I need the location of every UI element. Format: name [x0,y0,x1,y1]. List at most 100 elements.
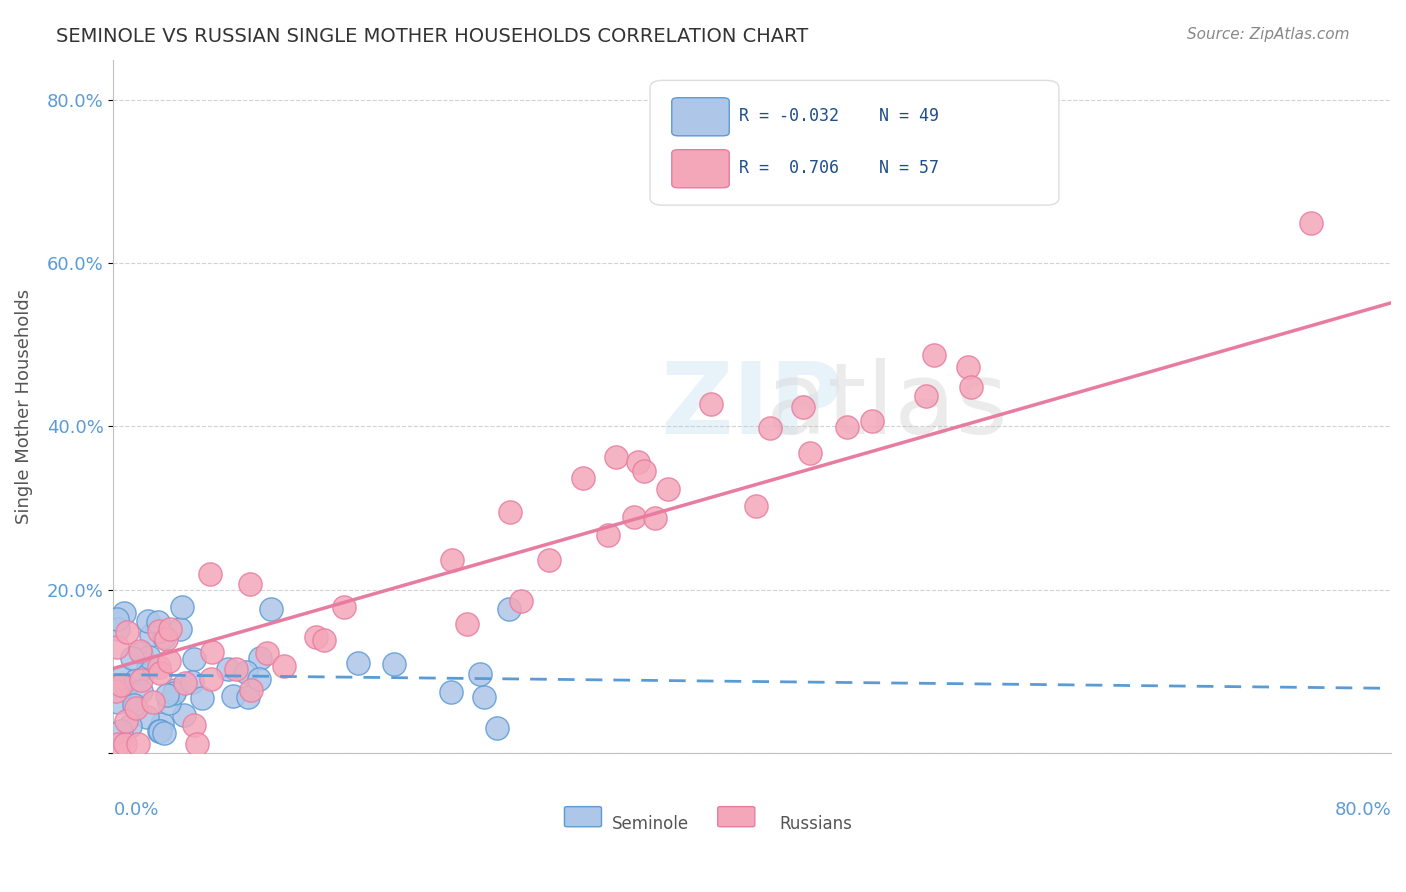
Point [157,697,180,711]
Point [956,359,979,374]
Point [657,482,679,496]
Point [136,659,159,673]
Point [183,718,205,732]
Point [596,527,619,541]
Point [125,700,148,714]
Point [129,684,152,698]
Point [572,471,595,485]
Point [146,615,169,629]
Point [139,628,162,642]
Text: 0.0%: 0.0% [114,801,159,819]
Point [191,691,214,706]
Point [148,723,170,738]
Point [499,505,522,519]
Point [312,632,335,647]
Point [159,622,181,636]
Point [107,695,129,709]
Point [163,682,186,697]
Text: atlas: atlas [766,358,1007,455]
Text: R = -0.032    N = 49: R = -0.032 N = 49 [740,107,939,126]
Point [153,726,176,740]
Point [236,690,259,704]
Point [186,738,208,752]
Point [180,674,202,689]
Point [162,686,184,700]
FancyBboxPatch shape [672,98,730,136]
Point [759,421,782,435]
Point [222,690,245,704]
Point [114,679,136,693]
Y-axis label: Single Mother Households: Single Mother Households [15,288,32,524]
Point [700,397,723,411]
Point [121,651,143,665]
Point [131,646,153,660]
Point [105,678,128,692]
Point [129,673,152,687]
Text: Russians: Russians [780,815,852,833]
Text: R =  0.706    N = 57: R = 0.706 N = 57 [740,160,939,178]
Point [150,717,173,731]
Point [217,662,239,676]
Point [633,464,655,478]
Point [200,673,222,687]
Point [136,615,159,629]
Point [792,400,814,414]
Point [468,667,491,681]
Point [117,624,139,639]
Text: Seminole: Seminole [612,815,689,833]
Point [249,651,271,665]
Point [118,719,141,733]
FancyBboxPatch shape [650,80,1059,205]
Point [472,690,495,704]
Point [127,738,149,752]
Point [135,709,157,723]
Point [156,688,179,702]
Point [644,511,666,525]
Point [149,665,172,680]
Text: Source: ZipAtlas.com: Source: ZipAtlas.com [1187,27,1350,42]
Point [200,567,222,582]
Point [240,683,263,698]
Point [239,577,262,591]
Point [111,670,134,684]
Point [105,640,128,654]
Point [605,450,627,465]
Text: SEMINOLE VS RUSSIAN SINGLE MOTHER HOUSEHOLDS CORRELATION CHART: SEMINOLE VS RUSSIAN SINGLE MOTHER HOUSEH… [56,27,808,45]
Text: 80.0%: 80.0% [1334,801,1391,819]
Point [440,685,463,699]
Point [104,683,127,698]
Point [153,630,176,644]
Point [148,660,170,674]
Point [173,707,195,722]
Point [170,600,193,615]
Point [128,644,150,658]
Point [155,632,177,647]
Point [169,622,191,636]
Point [627,455,650,469]
Point [537,552,560,566]
Point [235,665,257,679]
Point [382,657,405,671]
Point [174,676,197,690]
FancyBboxPatch shape [672,150,730,188]
Point [835,420,858,434]
Point [305,630,328,644]
Point [142,695,165,709]
Point [745,499,768,513]
Point [201,645,224,659]
Point [959,380,981,394]
Point [332,600,354,615]
Point [183,652,205,666]
Point [922,348,945,362]
Point [115,714,138,729]
Point [347,656,370,670]
Point [148,624,170,639]
Point [456,617,478,632]
Point [107,738,129,752]
Point [509,593,531,607]
Point [623,510,645,524]
FancyBboxPatch shape [717,806,755,827]
Point [256,646,278,660]
Point [138,650,160,665]
Point [110,678,132,692]
